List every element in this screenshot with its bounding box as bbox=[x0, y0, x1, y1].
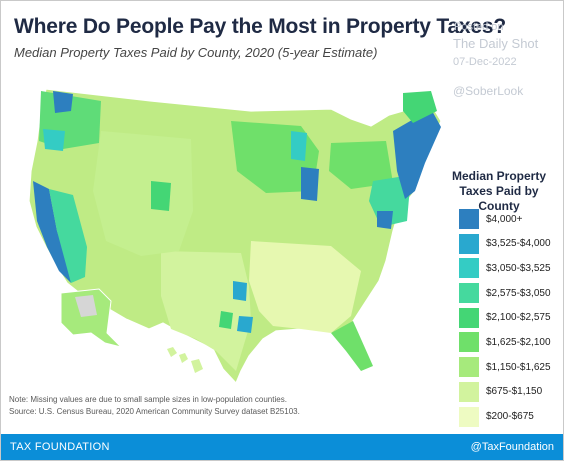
map-california-inland bbox=[49, 189, 87, 283]
map-chicago-area bbox=[301, 167, 319, 201]
legend-item: $4,000+ bbox=[459, 207, 551, 231]
legend-swatch bbox=[459, 258, 479, 279]
legend-item: $2,100-$2,575 bbox=[459, 306, 551, 330]
map-florida bbox=[331, 321, 373, 371]
legend-label: $3,525-$4,000 bbox=[486, 238, 551, 250]
map-new-england-north bbox=[403, 91, 437, 123]
map-portland-area bbox=[43, 129, 65, 151]
note-text: Note: Missing values are due to small sa… bbox=[9, 395, 287, 404]
map-alaska-outline bbox=[60, 288, 123, 348]
footer-brand: TAX FOUNDATION bbox=[10, 441, 110, 453]
legend-swatch bbox=[459, 406, 479, 427]
legend-item: $2,575-$3,050 bbox=[459, 281, 551, 305]
legend-title: Median Property Taxes Paid by County bbox=[451, 169, 547, 213]
legend-label: $200-$675 bbox=[486, 411, 534, 422]
map-alaska bbox=[60, 288, 123, 348]
watermark-date: 07-Dec-2022 bbox=[453, 56, 517, 68]
legend-label: $2,100-$2,575 bbox=[486, 312, 551, 324]
map-alaska-missing bbox=[75, 295, 97, 317]
legend-label: $2,575-$3,050 bbox=[486, 287, 551, 299]
map-southeast-low bbox=[249, 241, 361, 333]
legend-item: $1,150-$1,625 bbox=[459, 355, 551, 379]
legend-item: $1,625-$2,100 bbox=[459, 330, 551, 354]
page-subtitle: Median Property Taxes Paid by County, 20… bbox=[14, 45, 378, 60]
legend-label: $675-$1,150 bbox=[486, 386, 543, 398]
map-texas-houston bbox=[237, 316, 253, 333]
legend-label: $1,150-$1,625 bbox=[486, 361, 551, 373]
map-dc-area bbox=[377, 211, 393, 229]
watermark-handle: @SoberLook bbox=[453, 84, 524, 98]
footnote: Note: Missing values are due to small sa… bbox=[9, 394, 300, 418]
map-seattle-area bbox=[53, 91, 73, 113]
legend-swatch bbox=[459, 209, 479, 229]
legend-swatch bbox=[459, 283, 479, 304]
legend-item: $3,525-$4,000 bbox=[459, 232, 551, 256]
footer-bar: TAX FOUNDATION @TaxFoundation bbox=[1, 434, 563, 460]
map-california-coast bbox=[33, 181, 71, 283]
watermark-posted-on: Posted on bbox=[454, 21, 504, 33]
map-texas-dallas bbox=[233, 281, 247, 301]
page-title: Where Do People Pay the Most in Property… bbox=[14, 15, 506, 38]
map-northeast-corridor bbox=[393, 109, 441, 199]
footer-handle: @TaxFoundation bbox=[470, 441, 554, 453]
map-texas-austin bbox=[219, 311, 233, 329]
map-southern-plains bbox=[161, 251, 251, 371]
map-hawaii-islands bbox=[167, 347, 203, 373]
map-mountain-west bbox=[93, 131, 193, 256]
watermark-source-name: The Daily Shot bbox=[453, 36, 539, 51]
legend-label: $3,050-$3,525 bbox=[486, 262, 551, 274]
legend-swatch bbox=[459, 357, 479, 378]
legend-item: $200-$675 bbox=[459, 405, 551, 429]
legend-swatch bbox=[459, 332, 479, 353]
legend-swatch bbox=[459, 307, 479, 328]
map-lower-48 bbox=[28, 88, 441, 385]
legend: $4,000+ $3,525-$4,000 $3,050-$3,525 $2,5… bbox=[459, 207, 551, 429]
map-hawaii bbox=[167, 347, 203, 373]
legend-label: $4,000+ bbox=[486, 213, 523, 225]
legend-label: $1,625-$2,100 bbox=[486, 336, 551, 348]
legend-swatch bbox=[459, 233, 479, 254]
legend-swatch bbox=[459, 381, 479, 402]
map-colorado-front bbox=[151, 181, 171, 211]
source-text: Source: U.S. Census Bureau, 2020 America… bbox=[9, 407, 300, 416]
legend-item: $3,050-$3,525 bbox=[459, 256, 551, 280]
map-wisconsin-east bbox=[291, 131, 307, 161]
legend-item: $675-$1,150 bbox=[459, 380, 551, 404]
us-county-map bbox=[28, 88, 441, 385]
map-great-lakes-east bbox=[329, 141, 393, 189]
